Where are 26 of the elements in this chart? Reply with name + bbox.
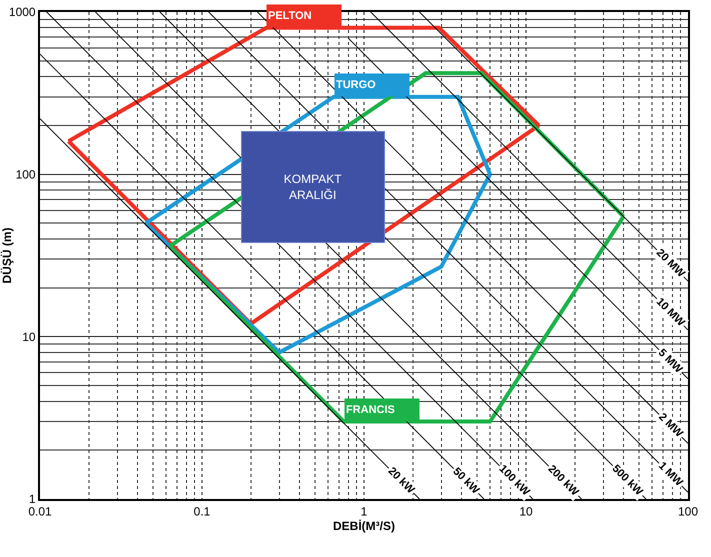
text: 1 MW [656,460,686,490]
text: 2 MW [656,410,686,440]
y-tick-label: 1 [28,492,36,506]
x-tick-label: 1 [360,504,368,518]
y-axis-title: DÜŞÜ (m) [0,228,14,284]
annotation: KOMPAKT ARALIĞI [284,172,342,202]
text: 5 MW [656,346,685,376]
series-label: TURGO [336,79,376,91]
x-tick-label: 10 [519,504,533,518]
text: 200 kW [545,462,582,499]
y-tick-label: 100 [16,168,36,182]
text: 20 MW [654,246,688,280]
series-label: FRANCIS [346,404,395,416]
x-tick-label: 0.1 [194,504,211,518]
text: 100 kW [496,462,532,499]
y-tick-label: 1000 [8,5,36,20]
x-tick-label: 0.01 [28,504,52,518]
text: 50 kW [450,465,482,497]
y-tick-label: 10 [22,330,36,344]
series-label: PELTON [268,10,312,22]
text: 10 MW [654,296,688,330]
x-axis-title: DEBİ(M³/S) [333,518,395,533]
text-box: KOMPAKT ARALIĞI [241,131,385,243]
text: 20 kW [386,465,417,497]
x-tick-label: 100 [678,504,698,518]
text: 500 kW [610,462,646,498]
